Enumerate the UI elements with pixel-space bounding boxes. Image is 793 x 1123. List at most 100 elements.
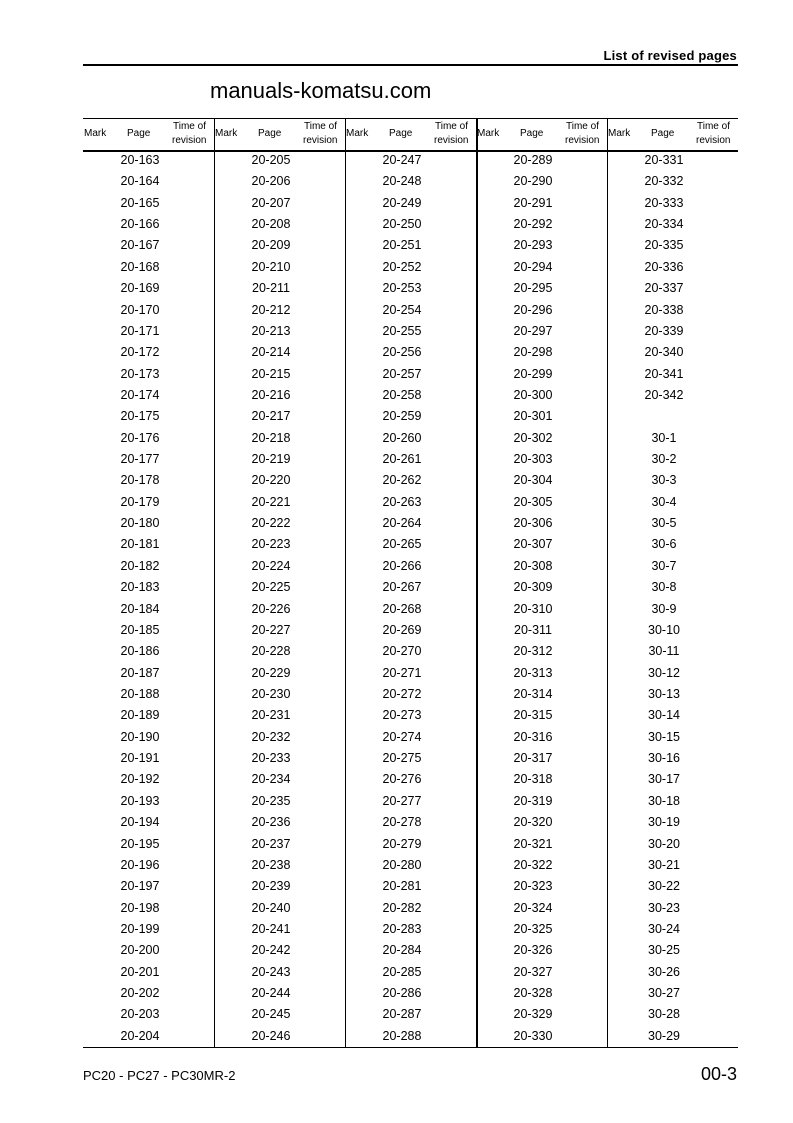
- page-cell: 20-313: [513, 665, 553, 680]
- page-cell: 20-305: [513, 494, 553, 509]
- page-cell: 20-341: [644, 366, 684, 381]
- page-cell: 20-193: [120, 793, 160, 808]
- page-cell: 20-320: [513, 815, 553, 830]
- page-cell: 20-259: [382, 409, 422, 424]
- page-cell: 20-273: [382, 708, 422, 723]
- page-cell: 20-245: [251, 1007, 291, 1022]
- footer-page-number: 00-3: [700, 1064, 737, 1084]
- page-cell: 20-316: [513, 729, 553, 744]
- page-cell: 20-163: [120, 153, 160, 167]
- page-cell: 20-225: [251, 580, 291, 595]
- page-cell: 20-292: [513, 217, 553, 232]
- page-cell: 20-213: [251, 323, 291, 338]
- page-cell: 30-19: [648, 815, 680, 830]
- header-mark: Mark: [84, 128, 107, 139]
- page-cell: 20-206: [251, 174, 291, 189]
- header-revision: revision: [696, 135, 731, 146]
- page-cell: 20-198: [120, 900, 160, 915]
- page-cell: 20-199: [120, 921, 160, 936]
- page-cell: 30-20: [648, 836, 680, 851]
- page-cell: 20-298: [513, 345, 553, 360]
- page-cell: 20-173: [120, 366, 160, 381]
- page-cell: 20-215: [251, 366, 291, 381]
- page-cell: 20-203: [120, 1007, 160, 1022]
- table-top-rule: [83, 118, 738, 119]
- header-time-of: Time of: [697, 121, 730, 132]
- page-cell: 20-250: [382, 217, 422, 232]
- page-cell: 20-309: [513, 580, 553, 595]
- page-cell: 20-337: [644, 281, 684, 296]
- page-cell: 20-274: [382, 729, 422, 744]
- page-cell: 20-267: [382, 580, 422, 595]
- page-cell: 30-27: [648, 986, 680, 1001]
- page-cell: 20-294: [513, 259, 553, 274]
- page-cell: 20-297: [513, 323, 553, 338]
- page-cell: 20-293: [513, 238, 553, 253]
- page-cell: 20-342: [644, 387, 684, 402]
- header-time-of: Time of: [435, 121, 468, 132]
- page-cell: 20-253: [382, 281, 422, 296]
- page-cell: 20-180: [120, 516, 160, 531]
- page-cell: 20-220: [251, 473, 291, 488]
- page-cell: 20-230: [251, 687, 291, 701]
- page-cell: 20-270: [382, 644, 422, 659]
- page-cell: 30-29: [648, 1028, 680, 1043]
- page-cell: 20-251: [382, 238, 422, 253]
- page-cell: 20-165: [120, 195, 160, 210]
- page-cell: 20-286: [382, 986, 422, 1001]
- page-cell: 20-279: [382, 836, 422, 851]
- page-cell: 30-9: [651, 601, 677, 616]
- page-cell: 30-13: [648, 687, 680, 701]
- page-cell: 20-308: [513, 558, 553, 573]
- page-cell: 20-216: [251, 387, 291, 402]
- page-cell: 20-324: [513, 900, 553, 915]
- column-group-divider: [476, 118, 478, 1048]
- page-cell: 20-264: [382, 516, 422, 531]
- page-cell: 20-171: [120, 323, 160, 338]
- page-cell: 30-2: [651, 452, 677, 467]
- page-cell: 20-197: [120, 879, 160, 894]
- page-cell: 20-238: [251, 857, 291, 872]
- page-cell: 30-8: [651, 580, 677, 595]
- page-cell: 20-232: [251, 729, 291, 744]
- page-cell: 20-334: [644, 217, 684, 232]
- page-cell: 20-269: [382, 622, 422, 637]
- page-cell: 30-23: [648, 900, 680, 915]
- page-cell: 20-201: [120, 964, 160, 979]
- page-cell: 20-166: [120, 217, 160, 232]
- page-cell: 20-202: [120, 986, 160, 1001]
- page-cell: 20-315: [513, 708, 553, 723]
- table-header-rule: [83, 150, 738, 152]
- page-cell: 20-249: [382, 195, 422, 210]
- page-cell: 20-176: [120, 430, 160, 445]
- page-cell: 30-26: [648, 964, 680, 979]
- page-cell: 20-242: [251, 943, 291, 958]
- column-group-divider: [345, 118, 346, 1048]
- page-cell: 20-260: [382, 430, 422, 445]
- page-cell: 20-191: [120, 751, 160, 766]
- page-cell: 30-28: [648, 1007, 680, 1022]
- page-cell: 20-239: [251, 879, 291, 894]
- page-cell: 20-302: [513, 430, 553, 445]
- page-cell: 20-311: [514, 622, 552, 637]
- page-cell: 20-338: [644, 302, 684, 317]
- header-time-of: Time of: [304, 121, 337, 132]
- page-cell: 20-283: [382, 921, 422, 936]
- page-cell: 30-22: [648, 879, 680, 894]
- page-cell: 20-194: [120, 815, 160, 830]
- page-cell: 20-222: [251, 516, 291, 531]
- page-cell: 30-12: [648, 665, 680, 680]
- page-cell: 20-301: [513, 409, 553, 424]
- header-page: Page: [127, 128, 151, 139]
- page-cell: 20-207: [251, 195, 291, 210]
- page-cell: 20-339: [644, 323, 684, 338]
- header-mark: Mark: [346, 128, 369, 139]
- page-cell: 20-275: [382, 751, 422, 766]
- header-page: Page: [258, 128, 282, 139]
- page-cell: 20-278: [382, 815, 422, 830]
- header-mark: Mark: [477, 128, 500, 139]
- page-cell: 20-186: [120, 644, 160, 659]
- page-cell: 20-218: [251, 430, 291, 445]
- page-cell: 20-169: [120, 281, 160, 296]
- page-cell: 20-261: [382, 452, 422, 467]
